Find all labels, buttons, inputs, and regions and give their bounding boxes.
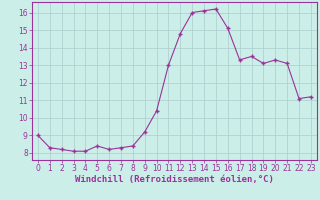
- X-axis label: Windchill (Refroidissement éolien,°C): Windchill (Refroidissement éolien,°C): [75, 175, 274, 184]
